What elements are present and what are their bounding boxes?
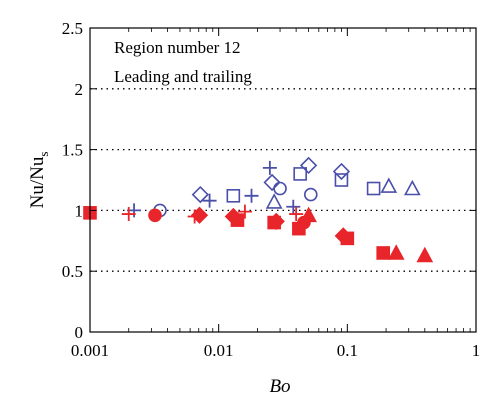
y-axis-label-subscript: s	[36, 152, 51, 157]
red-diamond-point	[224, 207, 242, 226]
blue-plus-point	[202, 193, 217, 208]
data-points	[83, 156, 434, 263]
x-tick-label: 1	[472, 341, 481, 360]
blue-square-point	[366, 181, 381, 196]
blue-triangle-point	[265, 193, 283, 209]
y-tick-label: 1.5	[62, 141, 83, 160]
blue-plus-point	[286, 199, 301, 214]
red-diamond-point	[267, 212, 285, 230]
x-tick-label: 0.001	[71, 341, 109, 360]
blue-diamond-point	[299, 156, 318, 175]
y-tick-label: 0	[75, 323, 84, 342]
blue-diamond-point	[332, 162, 351, 181]
x-tick-label: 0.1	[337, 341, 358, 360]
y-axis-label-base: Nu/Nu	[27, 156, 48, 208]
blue-triangle-point	[403, 179, 421, 196]
y-tick-label: 2	[75, 80, 84, 99]
red-plus-point	[237, 204, 252, 219]
y-axis-label: Nu/Nus	[27, 152, 51, 209]
annotation-leading-trailing: Leading and trailing	[114, 67, 252, 86]
red-plus-point	[121, 207, 136, 222]
blue-circle-point	[303, 187, 318, 202]
red-square-point	[376, 246, 390, 260]
y-tick-label: 0.5	[62, 262, 83, 281]
blue-square-point	[334, 173, 349, 187]
blue-plus-point	[244, 188, 259, 203]
red-diamond-point	[190, 206, 209, 224]
red-triangle-point	[387, 244, 405, 260]
blue-triangle-point	[380, 177, 398, 193]
grid-lines	[90, 88, 476, 272]
blue-circle-point	[273, 181, 287, 196]
blue-plus-point	[262, 160, 277, 175]
red-diamond-point	[334, 227, 352, 245]
axis-ticks: 0 0.5 1 1.5 2 2.5 0.001 0.01 0.1 1	[62, 19, 481, 360]
red-triangle-point	[300, 206, 317, 223]
y-tick-label: 1	[75, 201, 84, 220]
blue-diamond-point	[263, 173, 281, 192]
plot-frame	[89, 27, 477, 333]
y-tick-label: 2.5	[62, 19, 83, 38]
red-plus-point	[289, 207, 304, 222]
blue-square-point	[293, 167, 307, 181]
x-axis-label: Bo	[269, 376, 290, 397]
blue-square-point	[226, 189, 241, 203]
blue-diamond-point	[191, 185, 209, 204]
red-circle-point	[148, 208, 162, 223]
red-triangle-point	[416, 246, 434, 263]
x-tick-label: 0.01	[204, 341, 234, 360]
annotation-region: Region number 12	[114, 38, 241, 57]
